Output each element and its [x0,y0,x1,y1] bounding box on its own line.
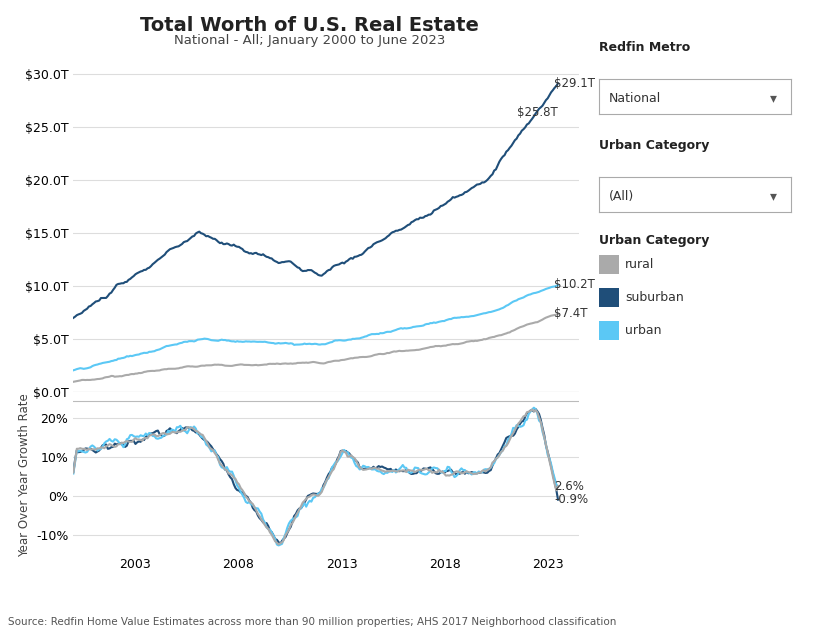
Text: urban: urban [625,324,662,337]
Text: 2.6%: 2.6% [554,480,584,492]
Text: $29.1T: $29.1T [554,77,595,90]
Text: suburban: suburban [625,291,684,304]
Text: Urban Category: Urban Category [599,139,709,153]
Text: -0.9%: -0.9% [554,493,588,506]
Text: Urban Category: Urban Category [599,234,709,248]
Text: National: National [609,92,661,105]
Text: ▾: ▾ [770,189,778,203]
Text: rural: rural [625,258,654,271]
Text: ▾: ▾ [770,91,778,105]
Text: Redfin Metro: Redfin Metro [599,41,690,54]
Text: $25.8T: $25.8T [517,106,557,118]
Text: $7.4T: $7.4T [554,308,588,320]
Y-axis label: Year Over Year Growth Rate: Year Over Year Growth Rate [18,393,30,556]
Text: Total Worth of U.S. Real Estate: Total Worth of U.S. Real Estate [140,16,479,35]
Text: National - All; January 2000 to June 2023: National - All; January 2000 to June 202… [174,34,445,47]
Text: $10.2T: $10.2T [554,278,595,291]
Text: Source: Redfin Home Value Estimates across more than 90 million properties; AHS : Source: Redfin Home Value Estimates acro… [8,617,616,627]
Text: (All): (All) [609,190,634,203]
